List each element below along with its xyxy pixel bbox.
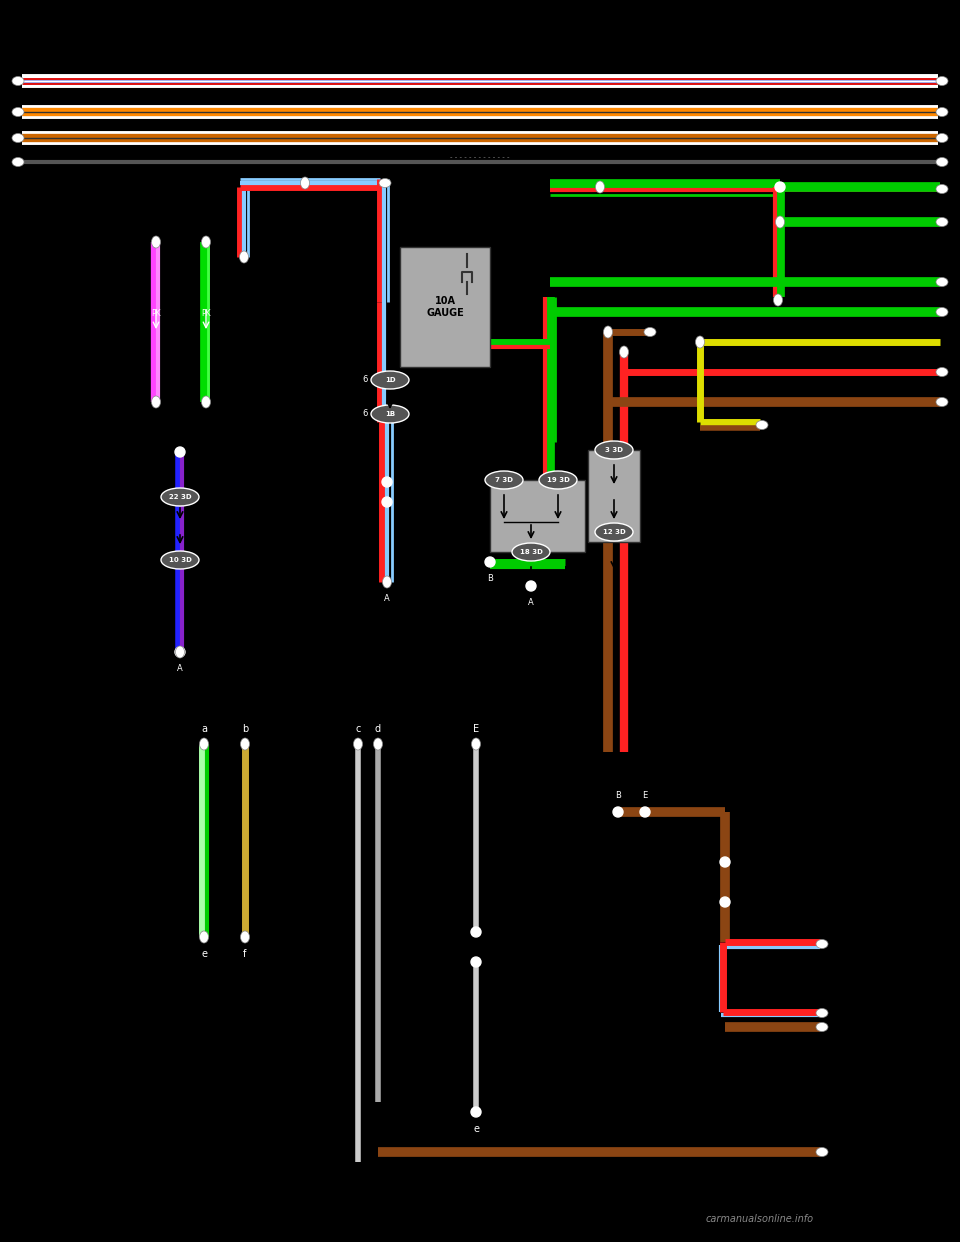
Text: A: A [528, 597, 534, 607]
Ellipse shape [152, 396, 160, 409]
Ellipse shape [241, 932, 250, 943]
Text: b: b [242, 724, 248, 734]
Circle shape [775, 183, 785, 193]
Ellipse shape [539, 471, 577, 489]
Text: PK: PK [202, 309, 211, 318]
Text: 3 3D: 3 3D [605, 447, 623, 453]
Ellipse shape [816, 1148, 828, 1156]
Ellipse shape [176, 646, 184, 658]
Text: E: E [473, 724, 479, 734]
Ellipse shape [756, 421, 768, 430]
Circle shape [613, 807, 623, 817]
Ellipse shape [936, 158, 948, 166]
Ellipse shape [202, 396, 210, 409]
Ellipse shape [816, 1009, 828, 1017]
Ellipse shape [471, 738, 481, 750]
Text: d: d [375, 724, 381, 734]
Text: 12 3D: 12 3D [603, 529, 625, 535]
Text: 18 3D: 18 3D [519, 549, 542, 555]
Circle shape [526, 581, 536, 591]
Ellipse shape [936, 77, 948, 86]
Text: 10A
GAUGE: 10A GAUGE [426, 296, 464, 318]
Ellipse shape [619, 347, 629, 358]
Ellipse shape [382, 576, 392, 587]
Ellipse shape [936, 133, 948, 143]
Ellipse shape [371, 405, 409, 424]
Bar [400, 247, 490, 366]
Text: a: a [201, 724, 207, 734]
Ellipse shape [200, 932, 208, 943]
Circle shape [471, 958, 481, 968]
Text: - - - - - - - - - - - - -: - - - - - - - - - - - - - [450, 154, 510, 160]
Circle shape [382, 477, 392, 487]
Ellipse shape [12, 77, 24, 86]
Text: f: f [243, 949, 247, 959]
Circle shape [640, 807, 650, 817]
Ellipse shape [936, 308, 948, 317]
Ellipse shape [936, 185, 948, 194]
Ellipse shape [200, 738, 208, 750]
Circle shape [382, 497, 392, 507]
Ellipse shape [353, 738, 363, 750]
Text: carmanualsonline.info: carmanualsonline.info [706, 1213, 814, 1225]
Bar [588, 450, 640, 542]
Ellipse shape [776, 216, 784, 229]
Ellipse shape [152, 236, 160, 248]
Ellipse shape [485, 471, 523, 489]
Text: 22 3D: 22 3D [169, 494, 191, 501]
Text: A: A [384, 594, 390, 604]
Circle shape [175, 447, 185, 457]
Ellipse shape [202, 236, 210, 248]
Ellipse shape [512, 543, 550, 561]
Text: 7 3D: 7 3D [495, 477, 513, 483]
Text: 1B: 1B [385, 411, 396, 417]
Ellipse shape [816, 1022, 828, 1032]
Ellipse shape [604, 325, 612, 338]
Text: e: e [201, 949, 207, 959]
Ellipse shape [936, 217, 948, 226]
Text: B: B [487, 574, 492, 582]
Text: 10 3D: 10 3D [169, 556, 191, 563]
Ellipse shape [161, 551, 199, 569]
Circle shape [720, 897, 730, 907]
Text: 1D: 1D [385, 378, 396, 383]
Ellipse shape [595, 523, 633, 542]
Ellipse shape [239, 251, 249, 263]
Text: 6: 6 [363, 375, 368, 385]
Ellipse shape [161, 488, 199, 505]
Ellipse shape [644, 328, 656, 337]
Bar [490, 479, 585, 551]
Text: 6: 6 [363, 410, 368, 419]
Ellipse shape [936, 397, 948, 406]
Circle shape [720, 857, 730, 867]
Ellipse shape [373, 738, 382, 750]
Text: E: E [642, 791, 648, 800]
Ellipse shape [936, 277, 948, 287]
Ellipse shape [12, 108, 24, 117]
Ellipse shape [774, 294, 782, 306]
Circle shape [175, 647, 185, 657]
Ellipse shape [816, 939, 828, 949]
Ellipse shape [241, 738, 250, 750]
Ellipse shape [379, 179, 391, 188]
Circle shape [471, 927, 481, 936]
Ellipse shape [695, 337, 705, 348]
Circle shape [471, 1107, 481, 1117]
Ellipse shape [371, 371, 409, 389]
Text: PK: PK [151, 309, 161, 318]
Ellipse shape [936, 368, 948, 376]
Ellipse shape [12, 158, 24, 166]
Text: c: c [355, 724, 361, 734]
Text: e: e [473, 1124, 479, 1134]
Text: A: A [178, 664, 182, 673]
Ellipse shape [300, 178, 309, 189]
Ellipse shape [936, 108, 948, 117]
Text: 19 3D: 19 3D [546, 477, 569, 483]
Text: B: B [615, 791, 621, 800]
Circle shape [485, 556, 495, 568]
Ellipse shape [595, 181, 605, 193]
Ellipse shape [595, 441, 633, 460]
Ellipse shape [12, 133, 24, 143]
